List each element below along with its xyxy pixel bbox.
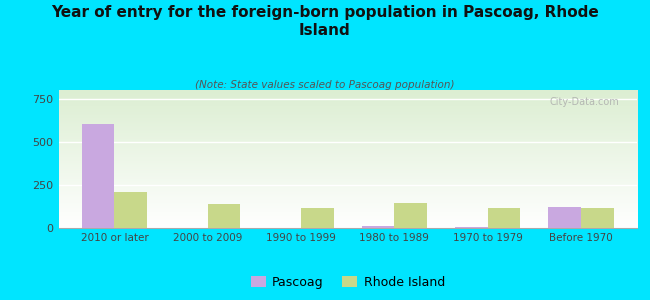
Text: City-Data.com: City-Data.com [550,97,619,107]
Bar [301,208,333,228]
Bar [82,124,114,228]
Legend: Pascoag, Rhode Island: Pascoag, Rhode Island [246,271,450,293]
Bar [455,226,488,228]
Bar [362,226,395,228]
Bar [114,192,147,228]
Bar [395,203,427,228]
Bar [208,204,240,228]
Bar [581,208,614,228]
Text: (Note: State values scaled to Pascoag population): (Note: State values scaled to Pascoag po… [195,80,455,89]
Bar [549,207,581,228]
Bar [488,208,521,228]
Text: Year of entry for the foreign-born population in Pascoag, Rhode
Island: Year of entry for the foreign-born popul… [51,4,599,38]
